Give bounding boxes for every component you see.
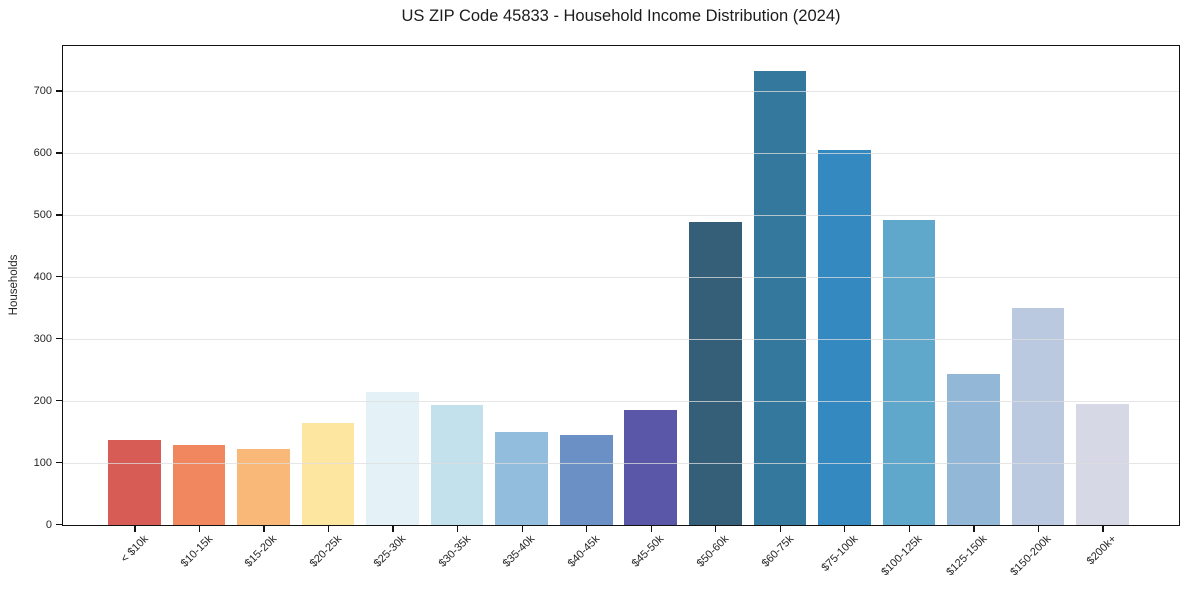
- x-tick-mark-3: [327, 526, 330, 532]
- x-tick-mark-7: [586, 526, 588, 532]
- bar-9: [688, 222, 742, 525]
- y-tick-label-600: 600: [33, 146, 52, 159]
- y-tick-mark-300: [56, 338, 62, 340]
- gridline-100: [63, 462, 1179, 464]
- x-tick-label-5: $30-35k: [436, 533, 474, 570]
- bar-1: [172, 444, 226, 525]
- y-tick-label-500: 500: [33, 208, 52, 221]
- bar-14: [1011, 308, 1065, 525]
- gridline-400: [63, 276, 1179, 278]
- bar-12: [882, 220, 936, 525]
- bar-3: [301, 422, 355, 525]
- x-tick-mark-6: [521, 526, 523, 532]
- bar-7: [559, 434, 613, 525]
- bar-6: [495, 432, 548, 525]
- bar-8: [624, 409, 678, 525]
- x-tick-label-14: $150-200k: [1008, 533, 1054, 579]
- x-tick-label-1: $10-15k: [178, 533, 216, 570]
- y-tick-mark-700: [56, 90, 62, 92]
- x-tick-label-2: $15-20k: [242, 533, 280, 570]
- x-tick-label-9: $50-60k: [694, 533, 732, 570]
- x-tick-label-4: $25-30k: [372, 533, 409, 570]
- x-tick-mark-15: [1102, 526, 1104, 532]
- y-tick-mark-400: [56, 276, 62, 278]
- y-tick-label-100: 100: [33, 456, 52, 469]
- bar-10: [753, 70, 807, 525]
- bar-13: [947, 373, 1000, 525]
- gridline-300: [63, 338, 1179, 340]
- y-tick-mark-500: [56, 214, 62, 216]
- y-tick-label-0: 0: [45, 518, 52, 531]
- bar-0: [108, 439, 161, 525]
- x-tick-mark-11: [844, 526, 846, 532]
- x-tick-label-12: $100-125k: [879, 533, 925, 579]
- x-tick-label-11: $75-100k: [819, 533, 861, 574]
- y-tick-mark-0: [56, 523, 62, 526]
- x-tick-label-10: $60-75k: [759, 533, 796, 570]
- x-tick-mark-10: [779, 526, 781, 532]
- plot-area: [62, 45, 1180, 526]
- x-tick-mark-13: [973, 526, 975, 532]
- bar-11: [818, 150, 871, 525]
- x-tick-mark-0: [134, 526, 136, 532]
- x-tick-mark-4: [392, 526, 394, 532]
- y-tick-label-400: 400: [33, 270, 52, 283]
- bar-2: [237, 449, 290, 525]
- x-tick-mark-8: [650, 526, 652, 532]
- gridline-200: [63, 400, 1179, 402]
- y-tick-mark-200: [56, 400, 62, 402]
- x-tick-mark-14: [1037, 526, 1040, 532]
- x-tick-mark-2: [263, 526, 265, 532]
- x-tick-label-8: $45-50k: [630, 533, 667, 570]
- x-tick-label-15: $200k+: [1084, 533, 1119, 568]
- x-tick-label-13: $125-150k: [944, 533, 990, 579]
- x-tick-label-0: < $10k: [118, 533, 151, 566]
- x-tick-label-3: $20-25k: [307, 533, 345, 570]
- y-tick-mark-100: [56, 461, 62, 464]
- gridline-700: [63, 91, 1179, 93]
- x-tick-mark-9: [715, 526, 717, 532]
- x-tick-label-6: $35-40k: [501, 533, 538, 570]
- y-tick-label-300: 300: [33, 332, 52, 345]
- y-tick-label-700: 700: [33, 85, 52, 98]
- bar-15: [1076, 404, 1129, 525]
- gridline-600: [63, 153, 1179, 154]
- y-axis-label: Households: [8, 254, 20, 316]
- gridline-500: [63, 214, 1179, 216]
- x-tick-mark-1: [198, 526, 201, 532]
- x-tick-label-7: $40-45k: [565, 533, 603, 570]
- x-tick-mark-5: [457, 526, 459, 532]
- bar-4: [366, 391, 419, 525]
- y-tick-label-200: 200: [33, 394, 52, 407]
- bar-5: [430, 404, 484, 525]
- y-tick-mark-600: [56, 152, 62, 154]
- x-tick-mark-12: [908, 526, 910, 532]
- chart-title: US ZIP Code 45833 - Household Income Dis…: [401, 7, 841, 25]
